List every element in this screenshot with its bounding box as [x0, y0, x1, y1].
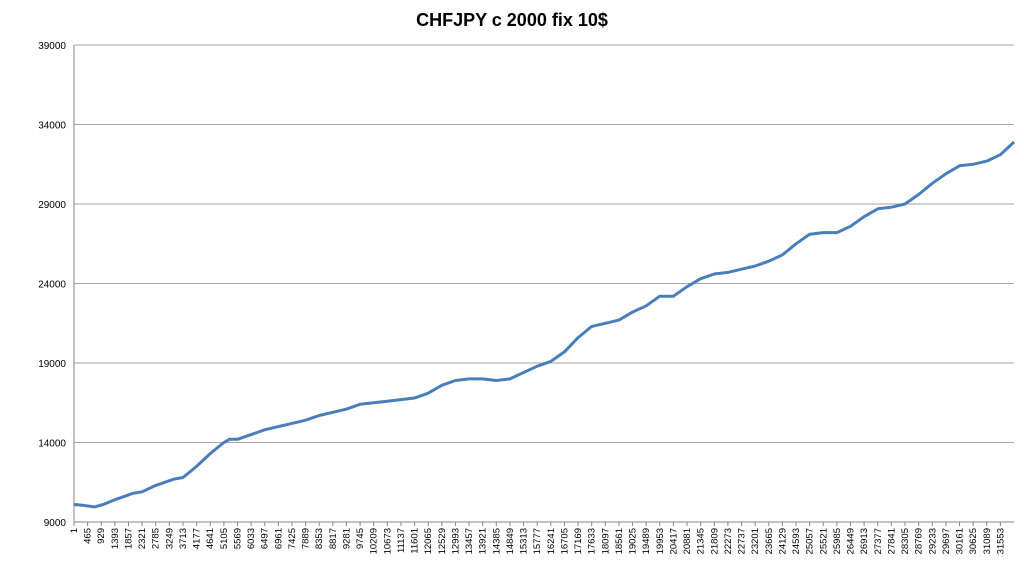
y-axis-ticks: 9000 14000 19000 24000 29000 34000 39000 — [38, 41, 66, 529]
x-tick-label: 18097 — [600, 528, 611, 554]
x-tick-label: 24129 — [777, 528, 788, 554]
x-tick-label: 6961 — [273, 528, 284, 549]
x-tick-label: 25057 — [805, 528, 816, 554]
x-tick-label: 6033 — [246, 528, 257, 549]
y-tick-label: 9000 — [44, 518, 67, 529]
x-tick-label: 26449 — [846, 528, 857, 554]
x-tick-label: 19953 — [655, 528, 666, 554]
x-tick-label: 16705 — [559, 528, 570, 554]
x-tick-label: 9281 — [341, 528, 352, 549]
x-tick-label: 30625 — [968, 528, 979, 554]
x-tick-label: 18561 — [614, 528, 625, 554]
x-tick-label: 25521 — [818, 528, 829, 554]
x-tick-label: 21345 — [696, 528, 707, 554]
y-tick-label: 29000 — [38, 200, 66, 211]
x-tick-label: 1 — [69, 528, 80, 533]
x-tick-label: 14385 — [491, 528, 502, 554]
x-tick-label: 11137 — [396, 528, 407, 553]
x-tick-label: 31089 — [982, 528, 993, 554]
x-tick-label: 27841 — [886, 528, 897, 554]
x-tick-label: 25985 — [832, 528, 843, 554]
x-tick-label: 17169 — [573, 528, 584, 554]
x-tick-label: 20417 — [668, 528, 679, 554]
x-tick-label: 10209 — [369, 528, 380, 554]
x-tick-label: 11601 — [410, 528, 421, 554]
axes — [73, 45, 1014, 523]
y-tick-label: 19000 — [38, 359, 66, 370]
x-tick-label: 28769 — [914, 528, 925, 554]
x-tick-label: 28305 — [900, 528, 911, 554]
x-tick-label: 30161 — [955, 528, 966, 554]
series-layer — [73, 140, 1016, 509]
y-tick-label: 14000 — [38, 439, 66, 450]
x-tick-label: 12993 — [450, 528, 461, 554]
x-tick-label: 3713 — [178, 528, 189, 549]
x-tick-label: 2785 — [151, 528, 162, 549]
x-tick-label: 929 — [96, 528, 107, 544]
y-tick-label: 24000 — [38, 280, 66, 291]
chart-title: CHFJPY c 2000 fix 10$ — [416, 10, 608, 30]
x-tick-label: 9745 — [355, 528, 366, 549]
x-tick-label: 1857 — [123, 528, 134, 549]
x-tick-label: 5569 — [232, 528, 243, 549]
x-tick-label: 27377 — [873, 528, 884, 554]
x-tick-label: 15313 — [519, 528, 530, 554]
x-tick-label: 31553 — [995, 528, 1006, 554]
x-tick-label: 21809 — [709, 528, 720, 554]
x-tick-label: 2321 — [137, 528, 148, 549]
x-tick-label: 13457 — [464, 528, 475, 554]
x-tick-label: 24593 — [791, 528, 802, 554]
x-tick-label: 17633 — [587, 528, 598, 554]
x-tick-label: 3249 — [164, 528, 175, 549]
x-tick-label: 29697 — [941, 528, 952, 554]
x-tick-label: 8353 — [314, 528, 325, 549]
x-tick-label: 16241 — [546, 528, 557, 554]
x-tick-label: 12529 — [437, 528, 448, 554]
x-tick-label: 23665 — [764, 528, 775, 554]
x-tick-label: 6497 — [260, 528, 271, 549]
x-axis-ticks: 1 465 929 1393 1857 2321 2785 3249 3713 4177 4641 5… — [69, 522, 1006, 554]
x-tick-label: 19025 — [628, 528, 639, 554]
y-tick-label: 34000 — [38, 121, 66, 132]
x-tick-label: 15777 — [532, 528, 543, 554]
x-tick-label: 14849 — [505, 528, 516, 554]
x-tick-label: 29233 — [927, 528, 938, 554]
x-tick-label: 26913 — [859, 528, 870, 554]
x-tick-label: 7889 — [301, 528, 312, 549]
x-tick-label: 8817 — [328, 528, 339, 549]
series-line — [73, 140, 1016, 509]
x-tick-label: 4177 — [192, 528, 203, 549]
x-tick-label: 4641 — [205, 528, 216, 549]
x-tick-label: 20881 — [682, 528, 693, 554]
x-tick-label: 13921 — [478, 528, 489, 554]
x-tick-label: 1393 — [110, 528, 121, 549]
y-tick-label: 39000 — [38, 41, 66, 52]
gridlines — [74, 44, 1014, 443]
x-tick-label: 22737 — [737, 528, 748, 554]
x-tick-label: 5105 — [219, 528, 230, 549]
x-tick-label: 19489 — [641, 528, 652, 554]
x-tick-label: 22273 — [723, 528, 734, 554]
x-tick-label: 23201 — [750, 528, 761, 554]
x-tick-label: 7425 — [287, 528, 298, 549]
x-tick-label: 10673 — [382, 528, 393, 554]
x-tick-label: 465 — [83, 528, 94, 544]
x-tick-label: 12065 — [423, 528, 434, 554]
